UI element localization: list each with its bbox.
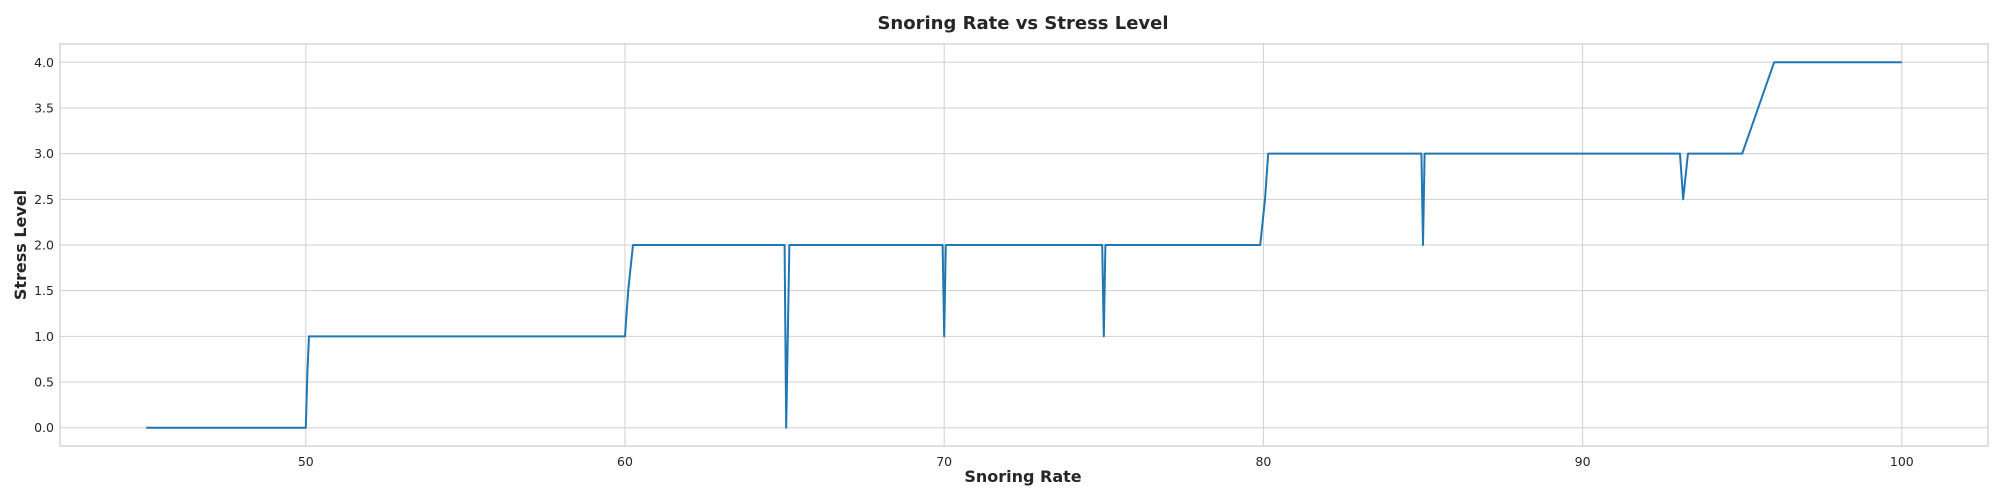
x-tick-label: 50 (298, 454, 314, 469)
x-tick-label: 90 (1575, 454, 1591, 469)
y-tick-label: 2.0 (34, 238, 54, 253)
y-tick-label: 0.5 (34, 375, 54, 390)
x-tick-label: 70 (936, 454, 952, 469)
x-tick-label: 80 (1255, 454, 1271, 469)
y-tick-label: 3.0 (34, 146, 54, 161)
y-axis-label: Stress Level (11, 190, 30, 300)
x-axis-label: Snoring Rate (964, 467, 1081, 486)
series-line (146, 61, 1902, 429)
x-tick-label: 100 (1890, 454, 1914, 469)
plot-frame (59, 43, 1989, 447)
y-tick-label: 2.5 (34, 192, 54, 207)
y-tick-label: 1.0 (34, 329, 54, 344)
y-tick-label: 3.5 (34, 100, 54, 115)
y-tick-label: 1.5 (34, 283, 54, 298)
y-tick-label: 0.0 (34, 420, 54, 435)
y-tick-label: 4.0 (34, 55, 54, 70)
series-layer (146, 61, 1902, 429)
x-tick-label: 60 (617, 454, 633, 469)
y-axis-ticks: 0.0 0.5 1.0 1.5 2.0 2.5 3.0 3.5 4.0 (34, 55, 54, 435)
x-axis-ticks: 50 60 70 80 90 100 (298, 454, 1914, 469)
chart-title: Snoring Rate vs Stress Level (877, 13, 1168, 34)
